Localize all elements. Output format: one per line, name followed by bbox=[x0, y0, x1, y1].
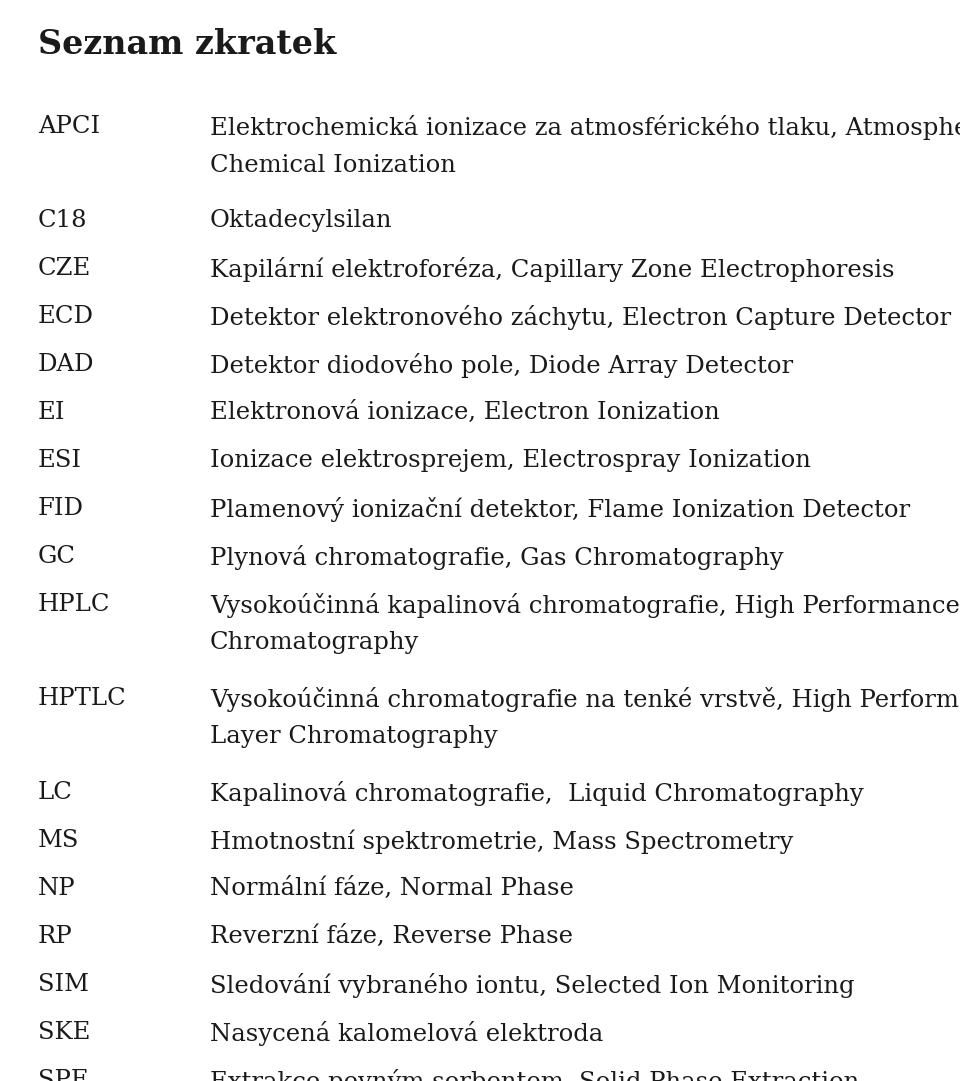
Text: Ionizace elektrosprejem, Electrospray Ionization: Ionizace elektrosprejem, Electrospray Io… bbox=[210, 449, 811, 472]
Text: RP: RP bbox=[38, 925, 73, 948]
Text: Reverzní fáze, Reverse Phase: Reverzní fáze, Reverse Phase bbox=[210, 925, 573, 948]
Text: APCI: APCI bbox=[38, 115, 100, 138]
Text: GC: GC bbox=[38, 545, 76, 568]
Text: Elektronová ionizace, Electron Ionization: Elektronová ionizace, Electron Ionizatio… bbox=[210, 401, 720, 424]
Text: HPLC: HPLC bbox=[38, 593, 110, 616]
Text: Detektor elektronového záchytu, Electron Capture Detector: Detektor elektronového záchytu, Electron… bbox=[210, 305, 951, 330]
Text: EI: EI bbox=[38, 401, 65, 424]
Text: Elektrochemická ionizace za atmosférického tlaku, Atmospheric-Pressure
Chemical : Elektrochemická ionizace za atmosférické… bbox=[210, 115, 960, 176]
Text: Plamenový ionizační detektor, Flame Ionization Detector: Plamenový ionizační detektor, Flame Ioni… bbox=[210, 497, 910, 522]
Text: Sledování vybraného iontu, Selected Ion Monitoring: Sledování vybraného iontu, Selected Ion … bbox=[210, 973, 854, 998]
Text: SPE: SPE bbox=[38, 1069, 88, 1081]
Text: ESI: ESI bbox=[38, 449, 82, 472]
Text: Hmotnostní spektrometrie, Mass Spectrometry: Hmotnostní spektrometrie, Mass Spectrome… bbox=[210, 829, 793, 854]
Text: ECD: ECD bbox=[38, 305, 94, 328]
Text: Kapilární elektroforéza, Capillary Zone Electrophoresis: Kapilární elektroforéza, Capillary Zone … bbox=[210, 257, 895, 282]
Text: SKE: SKE bbox=[38, 1020, 90, 1044]
Text: C18: C18 bbox=[38, 209, 87, 232]
Text: Extrakce pevným sorbentem, Solid Phase Extraction: Extrakce pevným sorbentem, Solid Phase E… bbox=[210, 1069, 859, 1081]
Text: FID: FID bbox=[38, 497, 84, 520]
Text: DAD: DAD bbox=[38, 353, 94, 376]
Text: Vysokoúčinná chromatografie na tenké vrstvě, High Performance Thin
Layer Chromat: Vysokoúčinná chromatografie na tenké vrs… bbox=[210, 688, 960, 748]
Text: Seznam zkratek: Seznam zkratek bbox=[38, 28, 336, 61]
Text: Vysokoúčinná kapalinová chromatografie, High Performance Liquid
Chromatography: Vysokoúčinná kapalinová chromatografie, … bbox=[210, 593, 960, 654]
Text: NP: NP bbox=[38, 877, 76, 900]
Text: Normální fáze, Normal Phase: Normální fáze, Normal Phase bbox=[210, 877, 574, 900]
Text: Plynová chromatografie, Gas Chromatography: Plynová chromatografie, Gas Chromatograp… bbox=[210, 545, 783, 570]
Text: Kapalinová chromatografie,  Liquid Chromatography: Kapalinová chromatografie, Liquid Chroma… bbox=[210, 780, 864, 806]
Text: SIM: SIM bbox=[38, 973, 89, 996]
Text: HPTLC: HPTLC bbox=[38, 688, 127, 710]
Text: LC: LC bbox=[38, 780, 73, 804]
Text: Oktadecylsilan: Oktadecylsilan bbox=[210, 209, 393, 232]
Text: CZE: CZE bbox=[38, 257, 91, 280]
Text: Detektor diodového pole, Diode Array Detector: Detektor diodového pole, Diode Array Det… bbox=[210, 353, 793, 378]
Text: MS: MS bbox=[38, 829, 80, 852]
Text: Nasycená kalomelová elektroda: Nasycená kalomelová elektroda bbox=[210, 1020, 603, 1046]
